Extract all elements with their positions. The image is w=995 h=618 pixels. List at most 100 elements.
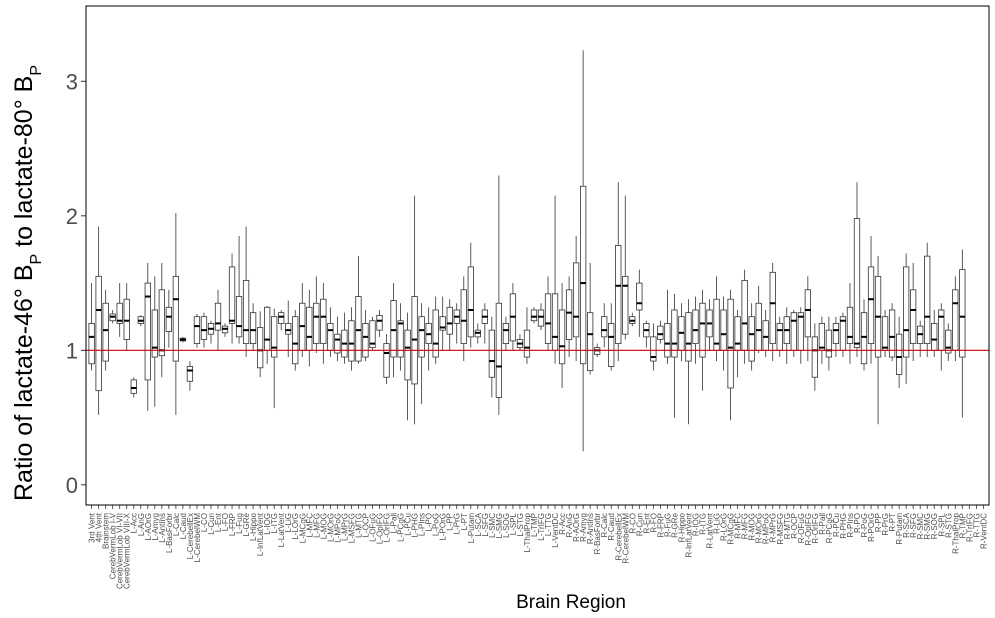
x-tick-label: L-STG (516, 513, 525, 537)
box-L-MOG (320, 283, 327, 364)
box-L-Fug (235, 235, 243, 344)
x-tick-label: L-OpIFG (376, 513, 385, 544)
box-iqr (186, 366, 194, 382)
box-R-FuG (664, 289, 671, 364)
x-tick-label: R-PCu (832, 513, 841, 537)
box-iqr (228, 266, 236, 324)
x-tick-label: R-ITG (699, 513, 708, 535)
x-tick-label: L-InfLatVent (256, 512, 265, 556)
box-CerebVermLob VI-VII (116, 283, 123, 337)
box-iqr (446, 306, 453, 335)
box-L-CerebellEx (186, 361, 194, 391)
x-tick-label: L-Cun (207, 513, 216, 535)
x-tick-label: L-POrG (439, 513, 448, 541)
box-L-Ent (214, 289, 222, 351)
x-tick-label: L-MCgG (298, 513, 307, 543)
x-tick-label: L-FO (221, 513, 230, 531)
box-iqr (741, 279, 748, 351)
box-iqr (158, 289, 165, 357)
box-L-AnG (137, 315, 144, 327)
box-iqr (734, 316, 741, 351)
x-tick-label: R-CerebelWM (621, 513, 630, 564)
box-iqr (832, 323, 840, 344)
box-R-MPrG (769, 262, 776, 362)
box-L-Amyg (151, 276, 158, 407)
x-tick-label: R-AnG (565, 513, 574, 537)
x-tick-label: R-Caud (607, 513, 616, 541)
box-L-SCA (474, 323, 481, 344)
x-tick-label: R-MSFG (776, 513, 785, 545)
box-iqr (467, 266, 474, 338)
x-tick-label: L-PoG (432, 513, 441, 536)
box-iqr (558, 309, 566, 365)
box-iqr (285, 323, 292, 335)
box-R-SMG (924, 242, 931, 358)
box-L-PoG (432, 296, 439, 364)
x-tick-label: R-SFG (909, 513, 918, 538)
box-L-PHG (411, 195, 418, 425)
box-L-PrG (453, 303, 460, 344)
x-tick-label: R-MOrG (755, 513, 764, 543)
box-L-ITG (271, 308, 278, 409)
box-iqr (418, 316, 425, 358)
x-tick-label: L-MPrG (340, 513, 349, 541)
box-R-MSFG (776, 316, 783, 358)
box-iqr (200, 316, 208, 340)
box-R-PT (888, 303, 896, 362)
box-iqr (636, 282, 643, 311)
box-R-IOG (692, 296, 699, 364)
box-iqr (755, 302, 762, 351)
box-L-MPrG (341, 312, 348, 364)
x-tick-label: R-MPrG (769, 513, 778, 542)
x-tick-label: R-PHG (839, 513, 848, 539)
box-R-AntIns (587, 262, 594, 375)
x-axis-title: Brain Region (516, 592, 626, 613)
x-tick-label: R-SMG (923, 513, 932, 540)
box-iqr (790, 312, 797, 351)
x-tick-label: CerebVermLob VI-VII (116, 513, 125, 589)
box-R-GRe (671, 293, 678, 418)
x-tick-label: R-Putam (895, 513, 904, 545)
x-tick-label: R-FO (649, 513, 658, 533)
x-tick-label: R-TrIFG (965, 513, 974, 542)
box-R-TMP (959, 249, 966, 418)
x-tick-label: CerebVermLob I-V (109, 512, 118, 579)
box-L-Cun (207, 320, 215, 344)
box-L-GRe (242, 226, 250, 358)
x-tick-label: L-TTG (544, 513, 553, 536)
x-tick-label: R-InfLatVent (684, 512, 693, 557)
box-iqr (615, 245, 622, 344)
x-tick-label: R-OCP (790, 513, 799, 539)
x-tick-label: L-PCgG (397, 513, 406, 542)
x-tick-label: L-Fug (235, 513, 244, 534)
box-iqr (278, 312, 285, 324)
x-tick-label: R-POrG (867, 513, 876, 542)
x-tick-label: L-MSFG (347, 513, 356, 543)
x-tick-label: 4th Vent (95, 512, 104, 542)
box-iqr (952, 289, 959, 351)
box-iqr (172, 275, 180, 362)
box-iqr (144, 282, 151, 381)
box-4th Vent (95, 226, 102, 415)
box-iqr (860, 312, 868, 365)
box-iqr (460, 289, 467, 344)
box-L-CO (200, 312, 208, 348)
x-tick-label: L-MPoG (333, 513, 342, 543)
box-iqr (355, 296, 362, 362)
box-L-SPL (509, 283, 517, 351)
x-tick-label: R-PrG (881, 513, 890, 536)
x-tick-label: L-OrIFG (383, 513, 392, 542)
box-L-PO (425, 307, 432, 371)
box-iqr (657, 325, 664, 340)
box-R-LatVent (706, 299, 713, 351)
x-tick-label: R-Cun (635, 513, 644, 536)
box-R-InfLatVent (685, 299, 692, 425)
box-3rd Vent (88, 283, 95, 371)
box-L-SOG (502, 316, 510, 351)
box-R-OpIFG (804, 276, 811, 362)
x-tick-label: R-MTG (783, 513, 792, 539)
x-tick-label: 3rd Vent (88, 512, 97, 543)
box-iqr (762, 320, 769, 351)
x-tick-label: L-MFG (312, 513, 321, 538)
